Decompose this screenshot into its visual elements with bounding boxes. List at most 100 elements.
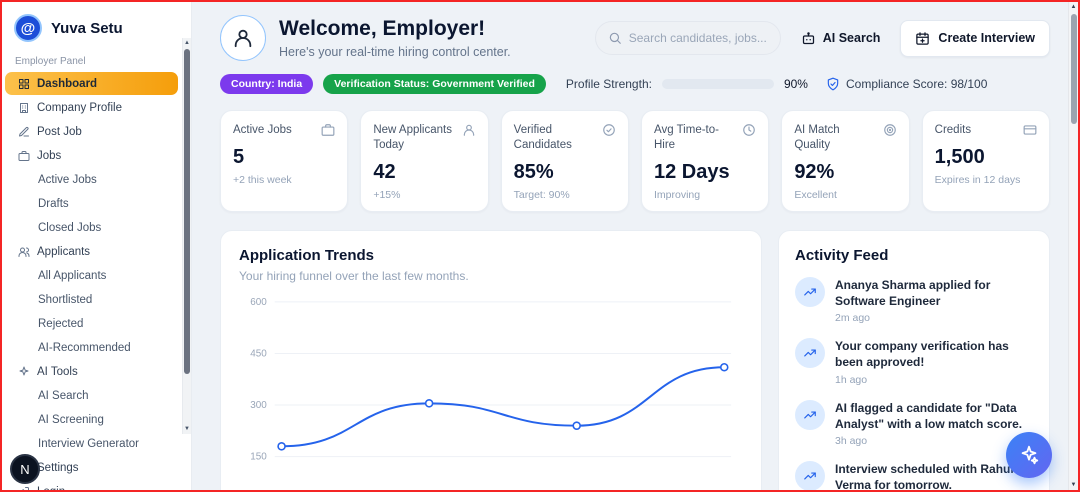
sidebar-item-company-profile[interactable]: Company Profile [5,96,178,119]
trends-subtitle: Your hiring funnel over the last few mon… [239,268,469,283]
login-icon [18,486,30,490]
profile-strength-value: 90% [783,77,808,91]
sidebar-item-label: Shortlisted [38,293,93,306]
search-input[interactable] [628,31,768,45]
sidebar-item-ai-search[interactable]: AI Search [5,384,178,407]
stat-card-credits: Credits 1,500 Expires in 12 days [921,110,1050,212]
profile-avatar-badge[interactable]: N [10,454,40,484]
panel-label: Employer Panel [15,56,86,67]
users-icon [18,246,30,258]
sparkle-icon [1018,444,1040,466]
briefcase-icon [18,150,30,162]
sidebar-item-label: Drafts [38,197,69,210]
stat-value: 12 Days [653,160,730,183]
sidebar-item-drafts[interactable]: Drafts [5,192,178,215]
trending-up-icon [795,338,825,369]
ai-bot-icon [801,31,816,46]
stat-subtext: +2 this week [233,173,292,186]
clock-icon [742,123,756,153]
ai-assistant-fab[interactable] [1006,432,1052,478]
trends-line-chart-svg: 6004503001500 [250,297,732,462]
stat-title: Active Jobs [233,124,292,136]
sidebar-item-dashboard[interactable]: Dashboard [5,72,178,95]
sidebar-scroll-thumb[interactable] [184,49,190,374]
sidebar-item-jobs[interactable]: Jobs [5,144,178,167]
stat-title: Verified Candidates [513,124,572,151]
verification-badge: Verification Status: Government Verified [323,74,546,94]
stat-card-active-jobs: Active Jobs 5 +2 this week [220,110,349,212]
shield-check-icon [826,77,840,91]
sidebar-item-label: Company Profile [37,101,123,114]
user-icon [462,123,476,153]
activity-time: 1h ago [835,373,868,386]
sidebar-item-label: All Applicants [38,269,107,282]
activity-item: AI flagged a candidate for "Data Analyst… [795,399,1033,447]
sidebar-item-label: Login [37,485,66,492]
check-circle-icon [602,123,616,153]
sidebar-item-all-applicants[interactable]: All Applicants [5,264,178,287]
sidebar-item-label: Rejected [38,317,84,330]
country-badge: Country: India [220,74,314,94]
page-scrollbar[interactable]: ▲ ▼ [1068,2,1078,490]
trending-up-icon [795,461,825,490]
application-trends-card: Application Trends Your hiring funnel ov… [220,229,762,490]
sidebar-scroll-up-icon[interactable]: ▲ [184,40,190,46]
content-row: Application Trends Your hiring funnel ov… [220,229,1050,492]
search-icon [608,31,622,45]
svg-text:600: 600 [250,297,267,308]
sidebar-item-label: AI Search [38,389,89,402]
sidebar-item-label: Post Job [37,125,82,138]
sidebar-item-shortlisted[interactable]: Shortlisted [5,288,178,311]
sidebar-item-login[interactable]: Login [5,480,178,492]
stat-subtext: Improving [653,188,701,201]
sidebar-item-label: AI Screening [38,413,104,426]
sidebar-item-ai-screening[interactable]: AI Screening [5,408,178,431]
building-icon [18,102,30,114]
activity-text: Interview scheduled with Rahul Verma for… [835,462,1014,492]
activity-item: Interview scheduled with Rahul Verma for… [795,461,1033,492]
page-scroll-thumb[interactable] [1071,14,1077,124]
sidebar-item-ai-recommended[interactable]: AI-Recommended [5,336,178,359]
trends-title: Application Trends [239,246,375,264]
sidebar-item-label: Settings [37,461,79,474]
sidebar-item-post-job[interactable]: Post Job [5,120,178,143]
sidebar-scrollbar[interactable]: ▲ ▼ [182,38,191,434]
stat-subtext: Excellent [794,188,837,201]
activity-item: Ananya Sharma applied for Software Engin… [795,276,1033,325]
stat-subtext: +15% [373,188,401,201]
sidebar-item-applicants[interactable]: Applicants [5,240,178,263]
employer-avatar-icon [220,15,266,61]
app-logo: @ [14,14,42,42]
ai-search-button[interactable]: AI Search [801,31,880,46]
activity-item: Your company verification has been appro… [795,338,1033,386]
sidebar-item-label: AI Tools [37,365,78,378]
sidebar-scroll-down-icon[interactable]: ▼ [184,426,190,432]
status-bar: Country: India Verification Status: Gove… [220,74,1050,94]
activity-time: 2m ago [835,312,871,325]
profile-strength-bar [661,79,774,89]
activity-text: Ananya Sharma applied for Software Engin… [835,277,991,309]
page-scroll-down-icon[interactable]: ▼ [1070,482,1077,488]
page-scroll-up-icon[interactable]: ▲ [1070,4,1077,10]
activity-text: Your company verification has been appro… [835,339,1009,370]
trending-up-icon [795,276,825,307]
credit-card-icon [1023,123,1037,138]
search-box[interactable] [594,21,781,55]
sidebar-item-rejected[interactable]: Rejected [5,312,178,335]
stat-title: Avg Time-to-Hire [653,124,719,151]
stats-row: Active Jobs 5 +2 this week New Applicants T… [220,110,1050,212]
sidebar-item-label: Active Jobs [38,173,97,186]
sidebar-item-active-jobs[interactable]: Active Jobs [5,168,178,191]
stat-value: 5 [233,145,245,168]
page-title: Welcome, Employer! [279,17,486,40]
create-interview-button[interactable]: Create Interview [900,19,1050,57]
sidebar-item-interview-generator[interactable]: Interview Generator [5,432,178,455]
briefcase-icon [321,123,335,138]
sidebar-item-label: Jobs [37,149,62,162]
sidebar-item-closed-jobs[interactable]: Closed Jobs [5,216,178,239]
sidebar-item-ai-tools[interactable]: AI Tools [5,360,178,383]
application-trends-chart: 6004503001500 [239,295,743,490]
profile-strength-label: Profile Strength: [565,77,652,91]
sidebar-item-label: Dashboard [37,77,98,90]
compliance-label: Compliance Score: 98/100 [845,77,988,91]
